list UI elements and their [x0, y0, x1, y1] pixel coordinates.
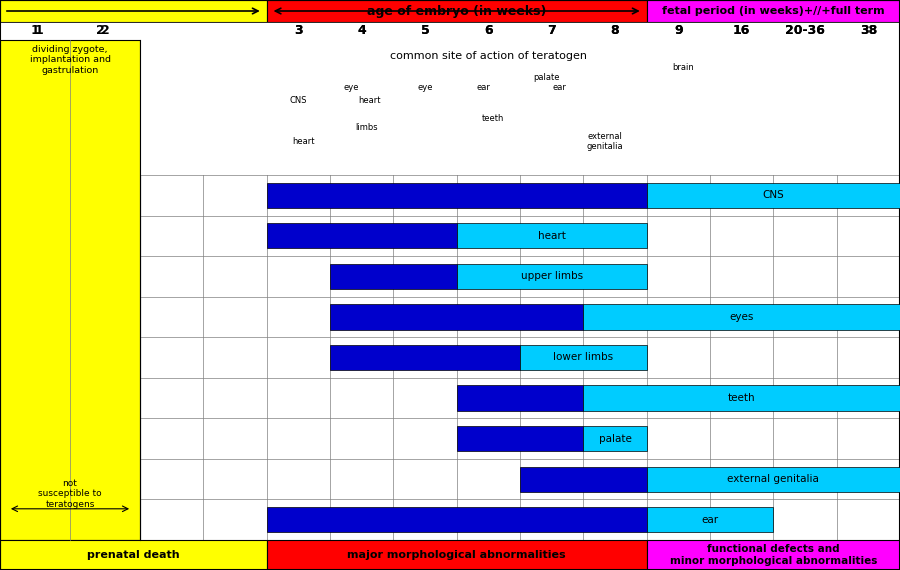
Text: 5: 5 — [420, 25, 429, 38]
FancyBboxPatch shape — [583, 426, 647, 451]
Text: 6: 6 — [484, 25, 492, 38]
FancyBboxPatch shape — [266, 183, 647, 208]
Text: prenatal death: prenatal death — [87, 550, 180, 560]
FancyBboxPatch shape — [647, 183, 900, 208]
Text: 1: 1 — [35, 25, 43, 38]
Text: fetal period (in weeks)+//+full term: fetal period (in weeks)+//+full term — [662, 6, 885, 16]
FancyBboxPatch shape — [330, 304, 583, 329]
Text: 6: 6 — [484, 25, 492, 38]
FancyBboxPatch shape — [140, 40, 900, 175]
FancyBboxPatch shape — [0, 0, 266, 22]
Text: 7: 7 — [547, 25, 556, 38]
Text: eyes: eyes — [730, 312, 754, 322]
FancyBboxPatch shape — [647, 467, 900, 492]
Text: brain: brain — [672, 63, 694, 71]
Text: 2: 2 — [96, 25, 105, 38]
FancyBboxPatch shape — [0, 40, 140, 540]
Text: heart: heart — [292, 137, 315, 146]
FancyBboxPatch shape — [647, 540, 900, 570]
FancyBboxPatch shape — [520, 345, 647, 370]
FancyBboxPatch shape — [583, 385, 900, 410]
Text: 38: 38 — [860, 25, 877, 38]
Text: common site of action of teratogen: common site of action of teratogen — [390, 51, 587, 61]
Text: ear: ear — [476, 83, 491, 92]
Text: eye: eye — [344, 83, 359, 92]
Text: not
susceptible to
teratogens: not susceptible to teratogens — [38, 479, 102, 509]
Text: 1: 1 — [31, 25, 40, 38]
Text: palate: palate — [534, 74, 560, 82]
Text: 4: 4 — [357, 25, 366, 38]
FancyBboxPatch shape — [456, 223, 647, 249]
FancyBboxPatch shape — [456, 385, 583, 410]
Text: 16: 16 — [733, 25, 751, 38]
FancyBboxPatch shape — [583, 304, 900, 329]
Text: functional defects and
minor morphological abnormalities: functional defects and minor morphologic… — [670, 544, 877, 566]
Text: dividing zygote,
implantation and
gastrulation: dividing zygote, implantation and gastru… — [30, 45, 111, 75]
Text: CNS: CNS — [762, 190, 784, 200]
Text: external
genitalia: external genitalia — [587, 132, 624, 151]
Text: teeth: teeth — [482, 114, 505, 123]
Text: 3: 3 — [294, 25, 302, 38]
FancyBboxPatch shape — [266, 507, 647, 532]
Text: major morphological abnormalities: major morphological abnormalities — [347, 550, 566, 560]
FancyBboxPatch shape — [330, 345, 520, 370]
FancyBboxPatch shape — [456, 264, 647, 289]
FancyBboxPatch shape — [647, 0, 900, 22]
Text: 7: 7 — [547, 25, 556, 38]
Text: heart: heart — [537, 231, 565, 241]
Text: 8: 8 — [611, 25, 619, 38]
Text: CNS: CNS — [290, 96, 307, 105]
Text: 9: 9 — [674, 25, 682, 38]
Text: heart: heart — [358, 96, 381, 105]
Text: limbs: limbs — [356, 123, 378, 132]
FancyBboxPatch shape — [647, 507, 773, 532]
Text: palate: palate — [598, 434, 632, 443]
Text: 20-36: 20-36 — [785, 25, 825, 38]
Text: 3: 3 — [294, 25, 302, 38]
Text: ear: ear — [701, 515, 718, 525]
Text: external genitalia: external genitalia — [727, 474, 819, 484]
Text: ear: ear — [553, 83, 567, 92]
FancyBboxPatch shape — [266, 223, 456, 249]
Text: 2: 2 — [101, 25, 110, 38]
Text: 9: 9 — [674, 25, 682, 38]
Text: lower limbs: lower limbs — [554, 352, 614, 363]
FancyBboxPatch shape — [0, 22, 900, 40]
Text: 20-36: 20-36 — [785, 25, 825, 38]
Text: age of embryo (in weeks): age of embryo (in weeks) — [367, 5, 546, 18]
FancyBboxPatch shape — [0, 22, 900, 40]
Text: teeth: teeth — [728, 393, 755, 403]
Text: 38: 38 — [860, 25, 877, 38]
FancyBboxPatch shape — [330, 264, 456, 289]
Text: 5: 5 — [420, 25, 429, 38]
Text: 8: 8 — [611, 25, 619, 38]
Text: 4: 4 — [357, 25, 366, 38]
Text: 16: 16 — [733, 25, 751, 38]
Text: eye: eye — [418, 83, 433, 92]
FancyBboxPatch shape — [266, 540, 647, 570]
FancyBboxPatch shape — [456, 426, 583, 451]
FancyBboxPatch shape — [520, 467, 647, 492]
FancyBboxPatch shape — [0, 540, 266, 570]
FancyBboxPatch shape — [266, 0, 647, 22]
Text: upper limbs: upper limbs — [520, 271, 582, 282]
